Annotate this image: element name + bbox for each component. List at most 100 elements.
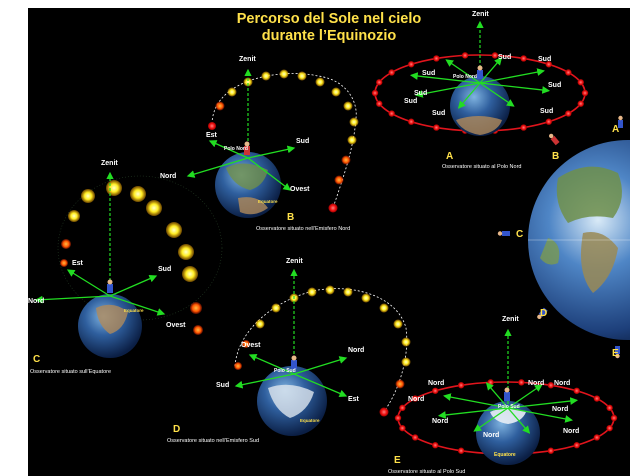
panel-e-dir-3: Nord [432,418,448,425]
sun-position [335,176,344,185]
orbit-sun-dot [388,69,394,75]
panel-c-illustration [36,173,222,358]
panel-b-illustration [188,70,359,219]
panel-b-caption: Osservatore situato nell’Emisfero Nord [256,226,350,232]
orbit-sun-dot [594,395,600,401]
panel-a-zenith: Zenit [472,11,489,18]
panel-d-zenith: Zenit [286,258,303,265]
orbit-sun-dot [611,415,617,421]
panel-d-east: Est [348,396,359,403]
orbit-sun-dot [376,79,382,85]
panel-c-north: Nord [28,298,44,305]
orbit-sun-dot [399,425,405,431]
orbit-sun-dot [432,442,438,448]
sun-position [329,204,338,213]
title-line-2: durante l’Equinozio [28,28,630,45]
sun-position [272,304,281,313]
panel-a-letter: A [446,151,453,162]
panel-a-dir-1: Sud [422,70,435,77]
panel-a-dir-4: Sud [432,110,445,117]
sun-position [342,156,351,165]
sun-position [362,294,371,303]
big-globe-marker-a: A [612,124,619,135]
sun-position [280,70,289,79]
panel-b-equator: Equatore [258,199,278,204]
orbit-sun-dot [578,101,584,107]
panel-e-caption: Osservatore situato al Polo Sud [388,469,465,475]
orbit-sun-dot [546,119,552,125]
sun-position [234,362,242,370]
panel-e-dir-7: Nord [552,406,568,413]
diagram-panel: { "title": { "line1": "Percorso del Sole… [28,8,630,476]
sun-position [348,136,357,145]
sun-position [68,210,80,222]
sun-position [344,102,353,111]
sun-position [308,288,317,297]
orbit-sun-dot [565,69,571,75]
panel-b-west: Ovest [290,186,309,193]
illustration-layer [28,8,630,476]
sun-position [380,304,389,313]
sun-position [228,88,237,97]
panel-e-pole: Polo Sud [498,404,520,410]
orbit-sun-dot [433,55,439,61]
orbit-sun-dot [574,388,580,394]
panel-b-south: Sud [296,138,309,145]
panel-c-letter: C [33,354,40,365]
sun-position [332,88,341,97]
orbit-sun-dot [574,442,580,448]
panel-b-zenith: Zenit [239,56,256,63]
panel-a-dir-7: Sud [548,82,561,89]
sun-position [380,408,389,417]
orbit-sun-dot [388,110,394,116]
sun-position [193,325,203,335]
orbit-sun-dot [399,405,405,411]
panel-b-north: Nord [160,173,176,180]
orbit-sun-dot [395,415,401,421]
panel-a-dir-5: Sud [498,54,511,61]
orbit-sun-dot [518,379,524,385]
sun-position [316,78,325,87]
sun-position [402,358,411,367]
big-globe-marker-d: D [540,308,547,319]
panel-b-letter: B [287,212,294,223]
panel-d-west: Ovest [241,342,260,349]
sun-position [402,338,411,347]
sun-position [208,122,216,130]
orbit-sun-dot [432,388,438,394]
sun-position [396,380,405,389]
panel-d-equator: Equatore [300,418,320,423]
orbit-sun-dot [433,124,439,130]
panel-d-pole: Polo Sud [274,368,296,374]
big-globe-marker-c: C [516,229,523,240]
panel-a-caption: Osservatore situato al Polo Nord [442,164,521,170]
panel-a-dir-6: Sud [538,56,551,63]
panel-e-zenith: Zenit [502,316,519,323]
orbit-sun-dot [582,90,588,96]
orbit-sun-dot [520,124,526,130]
orbit-sun-dot [376,101,382,107]
panel-e-dir-8: Nord [563,428,579,435]
panel-e-dir-2: Nord [408,396,424,403]
title-line-1: Percorso del Sole nel cielo [28,11,630,28]
sun-position [326,286,335,295]
big-globe-marker-e: E [612,348,619,359]
panel-c-west: Ovest [166,322,185,329]
panel-b-pole: Polo Nord [224,146,248,152]
sun-position [182,266,198,282]
orbit-sun-dot [372,90,378,96]
sun-position [81,189,95,203]
panel-e-dir-5: Nord [528,380,544,387]
sun-position [216,102,225,111]
panel-c-south: Sud [158,266,171,273]
orbit-sun-dot [606,405,612,411]
orbit-sun-dot [462,52,468,58]
panel-d-caption: Osservatore situato nell’Emisfero Sud [167,438,259,444]
sun-position [344,288,353,297]
panel-e-letter: E [394,455,401,466]
sun-position [298,72,307,81]
sun-position [61,239,71,249]
orbit-sun-dot [565,110,571,116]
panel-c-equator: Equatore [124,308,144,313]
